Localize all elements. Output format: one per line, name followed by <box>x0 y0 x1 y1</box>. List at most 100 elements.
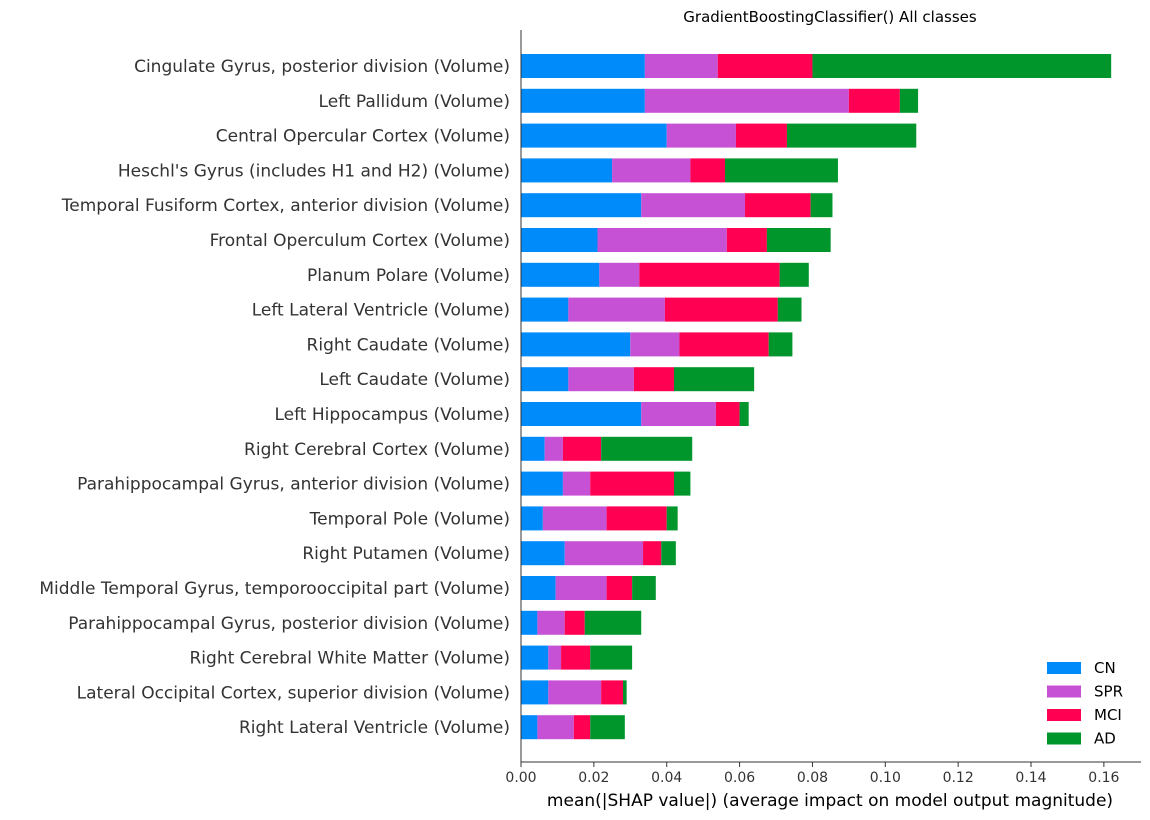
bar-ad-segment <box>666 506 678 531</box>
bar-spr-segment <box>644 54 718 78</box>
bar-cn-segment <box>521 123 667 148</box>
bar-ad-segment <box>601 436 693 461</box>
bar-mci-segment <box>606 576 633 600</box>
bar-mci-segment <box>717 54 813 78</box>
bar-cn-segment <box>521 680 549 705</box>
y-tick-label: Parahippocampal Gyrus, posterior divisio… <box>68 614 510 634</box>
y-tick-label: Right Cerebral White Matter (Volume) <box>190 649 511 669</box>
bar-mci-segment <box>606 506 667 531</box>
bar-mci-segment <box>590 471 675 496</box>
bar-ad-segment <box>812 54 1112 78</box>
chart-title: GradientBoostingClassifier() All classes <box>683 8 977 26</box>
bar-ad-segment <box>739 402 749 426</box>
x-axis-label: mean(|SHAP value|) (average impact on mo… <box>547 791 1113 811</box>
bar-ad-segment <box>584 610 642 635</box>
bar-mci-segment <box>573 715 591 740</box>
bar-spr-segment <box>597 228 727 252</box>
bar-cn-segment <box>521 158 613 183</box>
y-tick-label: Right Lateral Ventricle (Volume) <box>239 718 510 738</box>
y-tick-label: Central Opercular Cortex (Volume) <box>216 127 510 147</box>
bar-spr-segment <box>568 367 634 392</box>
bar-spr-segment <box>641 402 716 426</box>
bar-mci-segment <box>848 88 900 113</box>
y-tick-label: Cingulate Gyrus, posterior division (Vol… <box>134 57 510 77</box>
bar-spr-segment <box>562 471 591 496</box>
y-tick-label: Left Hippocampus (Volume) <box>274 405 510 425</box>
bar-cn-segment <box>521 471 563 496</box>
bar-spr-segment <box>548 645 562 670</box>
bar-ad-segment <box>899 88 919 113</box>
bar-ad-segment <box>786 123 917 148</box>
legend-label-ad: AD <box>1094 730 1116 748</box>
bar-ad-segment <box>590 715 625 740</box>
bar-cn-segment <box>521 436 545 461</box>
bar-cn-segment <box>521 297 569 322</box>
bar-ad-segment <box>623 680 627 705</box>
bar-spr-segment <box>641 193 746 218</box>
bar-mci-segment <box>643 541 662 566</box>
bar-cn-segment <box>521 88 645 113</box>
bar-ad-segment <box>777 297 802 322</box>
bar-mci-segment <box>564 610 585 635</box>
legend-swatch-cn <box>1047 662 1081 674</box>
bar-cn-segment <box>521 645 549 670</box>
bar-ad-segment <box>766 228 831 252</box>
bar-ad-segment <box>768 332 793 357</box>
bar-spr-segment <box>537 715 574 740</box>
bar-cn-segment <box>521 715 538 740</box>
x-tick-label: 0.12 <box>943 770 974 786</box>
y-tick-label: Right Cerebral Cortex (Volume) <box>244 440 510 460</box>
bar-cn-segment <box>521 193 642 218</box>
bar-cn-segment <box>521 54 645 78</box>
y-tick-label: Lateral Occipital Cortex, superior divis… <box>77 683 510 703</box>
y-tick-label: Left Lateral Ventricle (Volume) <box>252 301 510 321</box>
bar-mci-segment <box>715 402 740 426</box>
bar-cn-segment <box>521 541 565 566</box>
bar-mci-segment <box>562 436 602 461</box>
bar-mci-segment <box>745 193 811 218</box>
legend-swatch-spr <box>1047 685 1081 698</box>
bar-spr-segment <box>630 332 680 357</box>
x-tick-label: 0.04 <box>651 770 682 786</box>
x-tick-label: 0.08 <box>797 770 828 786</box>
legend-label-mci: MCI <box>1094 706 1122 724</box>
legend-label-cn: CN <box>1094 659 1116 677</box>
bar-mci-segment <box>679 332 769 357</box>
x-ticks: 0.00 0.02 0.04 0.06 0.08 0.10 0.12 0.14 0.16 <box>505 762 1120 786</box>
bar-ad-segment <box>810 193 833 218</box>
legend: CN SPR MCI AD <box>1047 659 1123 748</box>
bar-cn-segment <box>521 402 642 426</box>
bar-spr-segment <box>644 88 849 113</box>
bar-mci-segment <box>664 297 778 322</box>
bar-mci-segment <box>726 228 767 252</box>
legend-swatch-ad <box>1047 732 1081 745</box>
y-tick-label: Heschl's Gyrus (includes H1 and H2) (Vol… <box>118 161 510 181</box>
bar-mci-segment <box>561 645 591 670</box>
x-tick-label: 0.14 <box>1015 770 1046 786</box>
bars-group <box>521 54 1112 740</box>
bar-spr-segment <box>544 436 563 461</box>
x-tick-label: 0.06 <box>724 770 755 786</box>
y-tick-label: Parahippocampal Gyrus, anterior division… <box>77 475 510 495</box>
y-tick-labels: Cingulate Gyrus, posterior division (Vol… <box>39 57 510 738</box>
bar-spr-segment <box>568 297 665 322</box>
bar-cn-segment <box>521 367 569 392</box>
y-tick-label: Frontal Operculum Cortex (Volume) <box>210 231 510 251</box>
y-tick-label: Left Pallidum (Volume) <box>319 92 510 112</box>
bar-ad-segment <box>674 471 691 496</box>
x-tick-label: 0.16 <box>1088 770 1119 786</box>
bar-ad-segment <box>725 158 838 183</box>
bar-mci-segment <box>735 123 787 148</box>
bar-spr-segment <box>548 680 602 705</box>
bar-spr-segment <box>599 262 640 287</box>
y-tick-label: Middle Temporal Gyrus, temporooccipital … <box>39 579 510 599</box>
x-tick-label: 0.02 <box>578 770 609 786</box>
bar-ad-segment <box>632 576 656 600</box>
x-tick-label: 0.10 <box>870 770 901 786</box>
x-tick-label: 0.00 <box>505 770 536 786</box>
bar-mci-segment <box>601 680 624 705</box>
bar-ad-segment <box>590 645 633 670</box>
y-tick-label: Right Putamen (Volume) <box>302 544 510 564</box>
bar-spr-segment <box>542 506 607 531</box>
bar-ad-segment <box>661 541 676 566</box>
